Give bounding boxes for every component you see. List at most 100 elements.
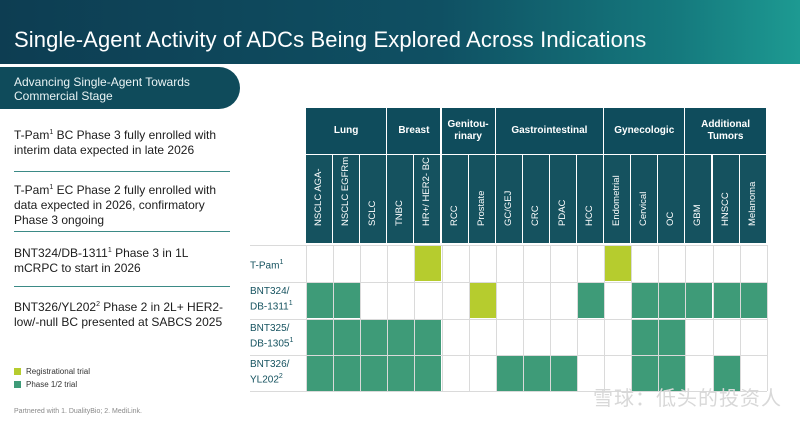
legend-swatch bbox=[14, 381, 21, 388]
header-banner: Single-Agent Activity of ADCs Being Expl… bbox=[0, 0, 800, 64]
empty-cell bbox=[387, 245, 415, 281]
empty-cell bbox=[685, 245, 713, 281]
phase12-cell bbox=[333, 282, 361, 318]
empty-cell bbox=[739, 245, 767, 281]
phase12-cell bbox=[306, 355, 334, 391]
grid-line bbox=[250, 245, 767, 246]
phase12-cell bbox=[387, 355, 415, 391]
empty-cell bbox=[333, 245, 361, 281]
page-title: Single-Agent Activity of ADCs Being Expl… bbox=[14, 27, 647, 52]
row-label: BNT326/ YL2022 bbox=[250, 359, 290, 386]
group-header: Lung bbox=[306, 108, 387, 154]
phase12-cell bbox=[712, 282, 740, 318]
empty-cell bbox=[577, 245, 605, 281]
empty-cell bbox=[387, 282, 415, 318]
indication-header: HR+/ HER2- BC bbox=[414, 155, 442, 243]
separator-line bbox=[14, 171, 230, 172]
phase12-cell bbox=[658, 355, 686, 391]
phase12-cell bbox=[387, 319, 415, 355]
indication-header: NSCLC EGFRm bbox=[333, 155, 361, 243]
phase12-cell bbox=[495, 355, 523, 391]
grid-line bbox=[414, 245, 416, 391]
legend-item: Registrational trial bbox=[14, 367, 90, 376]
empty-cell bbox=[631, 245, 659, 281]
indication-header: RCC bbox=[441, 155, 469, 243]
indication-header: SCLC bbox=[360, 155, 388, 243]
empty-cell bbox=[604, 282, 632, 318]
empty-cell bbox=[414, 282, 442, 318]
row-label: T-Pam1 bbox=[250, 259, 284, 272]
subheader-text: Advancing Single-Agent Towards Commercia… bbox=[14, 75, 190, 103]
row-label: BNT324/ DB-13111 bbox=[250, 286, 293, 313]
empty-cell bbox=[549, 319, 577, 355]
phase12-cell bbox=[739, 282, 767, 318]
section-subheader: Advancing Single-Agent Towards Commercia… bbox=[0, 67, 240, 109]
empty-cell bbox=[360, 245, 388, 281]
grid-line bbox=[250, 355, 767, 356]
empty-cell bbox=[360, 282, 388, 318]
empty-cell bbox=[549, 282, 577, 318]
registrational-cell bbox=[604, 245, 632, 281]
indication-header: GC/GEJ bbox=[495, 155, 523, 243]
empty-cell bbox=[495, 282, 523, 318]
phase12-cell bbox=[360, 319, 388, 355]
phase12-cell bbox=[414, 355, 442, 391]
footnote: Partnered with 1. DualityBio; 2. MediLin… bbox=[14, 408, 143, 415]
phase12-cell bbox=[685, 282, 713, 318]
empty-cell bbox=[685, 319, 713, 355]
empty-cell bbox=[441, 282, 469, 318]
row-label: BNT325/ DB-13051 bbox=[250, 323, 294, 350]
phase12-cell bbox=[658, 282, 686, 318]
grid-line bbox=[522, 245, 524, 391]
phase12-cell bbox=[658, 319, 686, 355]
grid-line bbox=[250, 282, 767, 283]
empty-cell bbox=[468, 319, 496, 355]
empty-cell bbox=[495, 319, 523, 355]
grid-line bbox=[766, 245, 768, 391]
registrational-cell bbox=[414, 245, 442, 281]
grid-line bbox=[468, 245, 470, 391]
grid-line bbox=[360, 245, 362, 391]
group-header: Genitou-rinary bbox=[441, 108, 495, 154]
watermark: 雪球：低头的投资人 bbox=[593, 386, 782, 410]
empty-cell bbox=[739, 355, 767, 391]
grid-line bbox=[739, 245, 741, 391]
legend-item: Phase 1/2 trial bbox=[14, 380, 77, 389]
grid-line bbox=[658, 245, 660, 391]
bullet-text: BNT326/YL2022 Phase 2 in 2L+ HER2-low/-n… bbox=[14, 300, 224, 329]
empty-cell bbox=[712, 319, 740, 355]
phase12-cell bbox=[360, 355, 388, 391]
indication-header: NSCLC AGA- bbox=[306, 155, 334, 243]
indication-header: Melanoma bbox=[739, 155, 767, 243]
phase12-cell bbox=[577, 282, 605, 318]
indication-header: GBM bbox=[685, 155, 713, 243]
phase12-cell bbox=[414, 319, 442, 355]
indication-header: CRC bbox=[522, 155, 550, 243]
grid-line bbox=[441, 245, 443, 391]
registrational-cell bbox=[468, 282, 496, 318]
phase12-cell bbox=[522, 355, 550, 391]
grid-line bbox=[712, 245, 714, 391]
grid-line bbox=[631, 245, 633, 391]
grid-line bbox=[250, 391, 767, 392]
empty-cell bbox=[468, 245, 496, 281]
empty-cell bbox=[604, 319, 632, 355]
empty-cell bbox=[468, 355, 496, 391]
empty-cell bbox=[712, 245, 740, 281]
indication-header: Endometrial bbox=[604, 155, 632, 243]
phase12-cell bbox=[712, 355, 740, 391]
empty-cell bbox=[549, 245, 577, 281]
empty-cell bbox=[441, 245, 469, 281]
empty-cell bbox=[739, 319, 767, 355]
empty-cell bbox=[495, 245, 523, 281]
separator-line bbox=[14, 231, 230, 232]
group-header: Gynecologic bbox=[604, 108, 685, 154]
indication-header: HNSCC bbox=[712, 155, 740, 243]
bullet-text: T-Pam1 EC Phase 2 fully enrolled with da… bbox=[14, 183, 216, 227]
grid-line bbox=[549, 245, 551, 391]
empty-cell bbox=[685, 355, 713, 391]
grid-line bbox=[685, 245, 687, 391]
empty-cell bbox=[441, 355, 469, 391]
empty-cell bbox=[577, 355, 605, 391]
bullet-text: T-Pam1 BC Phase 3 fully enrolled with in… bbox=[14, 128, 216, 157]
